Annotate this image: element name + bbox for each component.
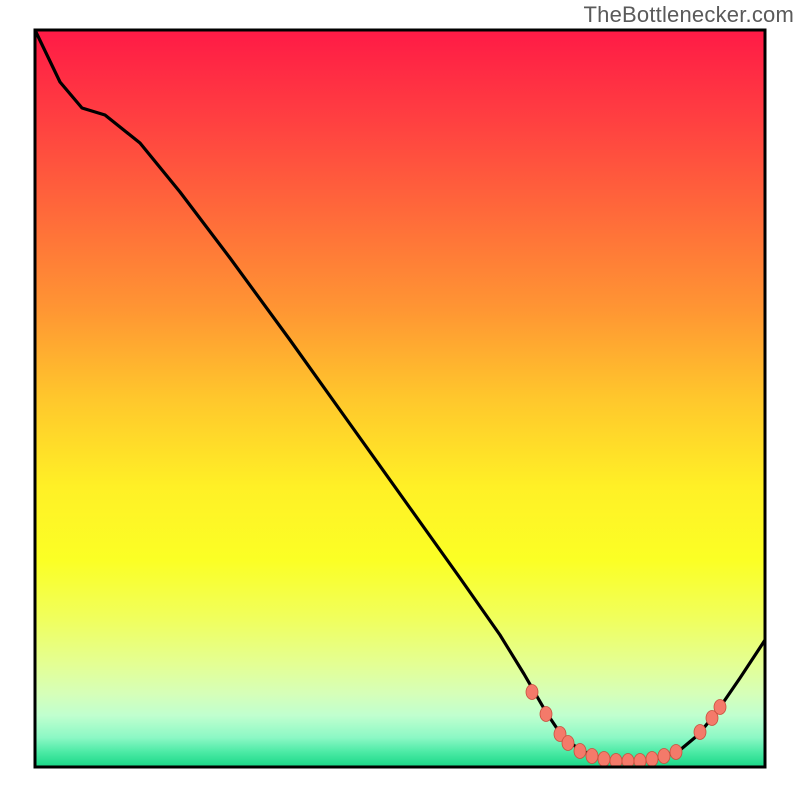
highlight-marker — [574, 744, 586, 759]
highlight-marker — [646, 752, 658, 767]
gradient-background — [35, 30, 765, 767]
highlight-marker — [586, 749, 598, 764]
highlight-marker — [598, 752, 610, 767]
highlight-marker — [562, 736, 574, 751]
highlight-marker — [714, 700, 726, 715]
highlight-marker — [526, 685, 538, 700]
highlight-marker — [670, 745, 682, 760]
highlight-marker — [540, 707, 552, 722]
highlight-marker — [694, 725, 706, 740]
highlight-marker — [658, 749, 670, 764]
bottleneck-curve-chart — [0, 0, 800, 800]
chart-container — [0, 0, 800, 800]
